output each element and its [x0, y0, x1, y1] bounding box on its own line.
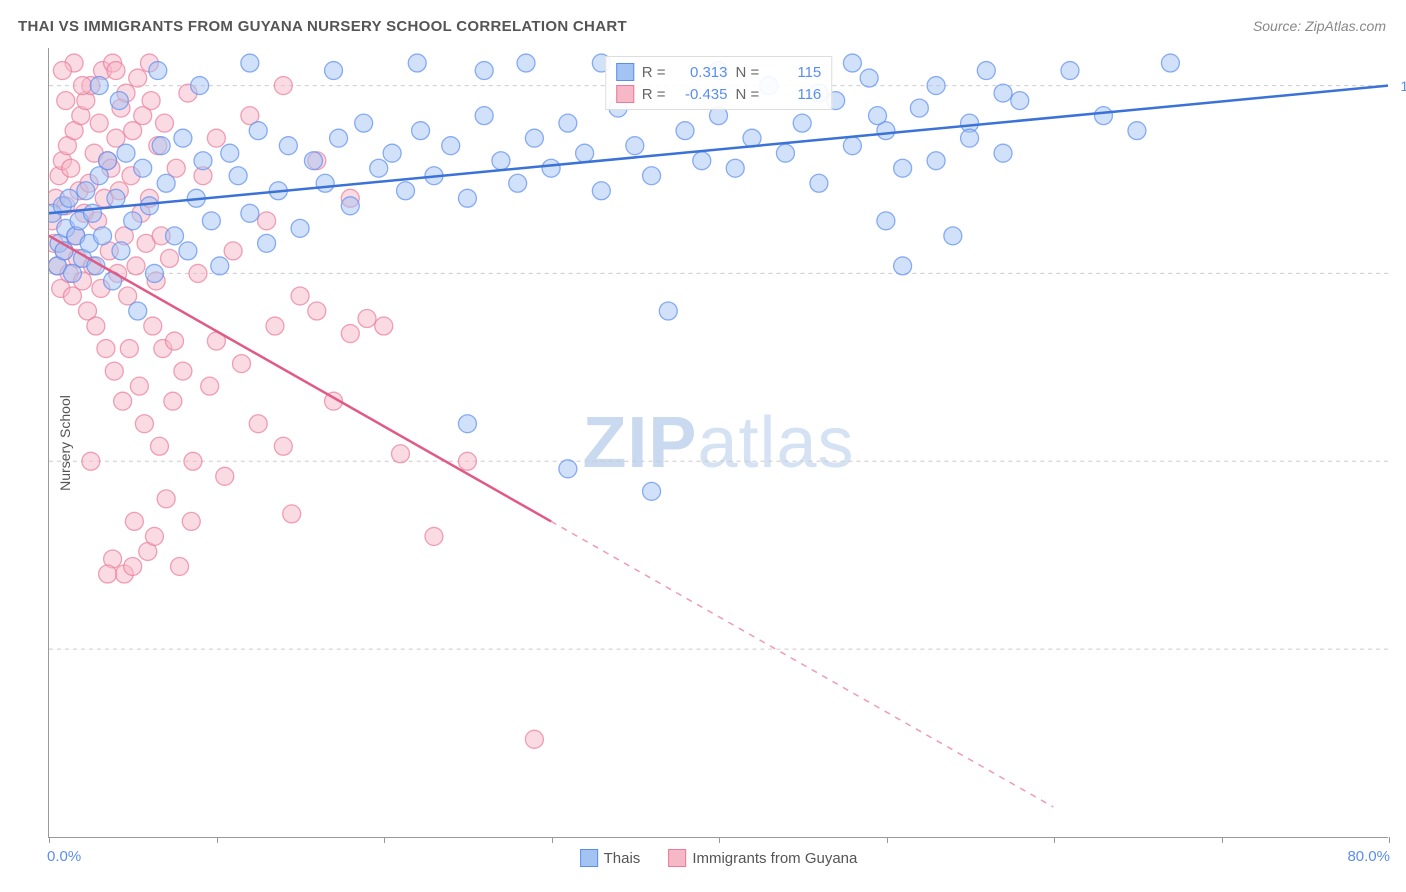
- r-value-b: -0.435: [674, 86, 728, 103]
- swatch-b-icon: [616, 85, 634, 103]
- x-tick: [1222, 837, 1223, 843]
- x-tick: [1389, 837, 1390, 843]
- x-tick: [49, 837, 50, 843]
- x-tick: [1054, 837, 1055, 843]
- y-tick-label: 100.0%: [1393, 78, 1406, 94]
- x-tick: [719, 837, 720, 843]
- y-tick-label: 95.0%: [1393, 454, 1406, 470]
- legend: Thais Immigrants from Guyana: [580, 849, 858, 867]
- swatch-a-icon: [616, 63, 634, 81]
- x-tick: [552, 837, 553, 843]
- x-axis-min-label: 0.0%: [47, 848, 81, 865]
- r-label-a: R =: [642, 64, 666, 81]
- plot-area: Nursery School ZIPatlas 92.5%95.0%97.5%1…: [48, 48, 1388, 838]
- stats-box: R = 0.313 N = 115 R = -0.435 N = 116: [605, 56, 833, 110]
- y-tick-label: 97.5%: [1393, 266, 1406, 282]
- stats-row-b: R = -0.435 N = 116: [616, 83, 822, 105]
- legend-item-b: Immigrants from Guyana: [668, 849, 857, 867]
- stats-row-a: R = 0.313 N = 115: [616, 61, 822, 83]
- n-value-b: 116: [767, 86, 821, 103]
- legend-swatch-a-icon: [580, 849, 598, 867]
- r-value-a: 0.313: [674, 64, 728, 81]
- y-tick-label: 92.5%: [1393, 642, 1406, 658]
- n-value-a: 115: [767, 64, 821, 81]
- source-label: Source: ZipAtlas.com: [1253, 18, 1386, 34]
- r-label-b: R =: [642, 86, 666, 103]
- x-tick: [887, 837, 888, 843]
- chart-container: THAI VS IMMIGRANTS FROM GUYANA NURSERY S…: [0, 0, 1406, 892]
- plot-svg: [49, 48, 1388, 837]
- legend-item-a: Thais: [580, 849, 641, 867]
- legend-label-a: Thais: [604, 850, 641, 867]
- legend-swatch-b-icon: [668, 849, 686, 867]
- x-tick: [217, 837, 218, 843]
- n-label-a: N =: [736, 64, 760, 81]
- chart-title: THAI VS IMMIGRANTS FROM GUYANA NURSERY S…: [18, 18, 627, 35]
- legend-label-b: Immigrants from Guyana: [692, 850, 857, 867]
- x-axis-max-label: 80.0%: [1347, 848, 1390, 865]
- n-label-b: N =: [736, 86, 760, 103]
- x-tick: [384, 837, 385, 843]
